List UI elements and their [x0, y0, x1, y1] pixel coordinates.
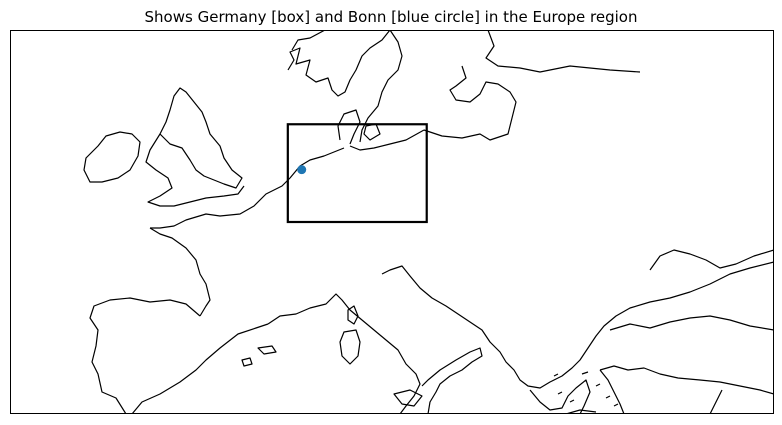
coastline-finland: [485, 30, 641, 73]
coastline-ireland: [83, 131, 141, 183]
coastline-sicily: [393, 389, 423, 407]
coastline-north-sea: [150, 147, 345, 229]
coastline-france-med: [267, 293, 421, 414]
coastline-black-sea: [649, 249, 774, 271]
bonn-marker: [297, 165, 307, 175]
coastline-north-germany: [349, 129, 425, 151]
map-panel[interactable]: [10, 30, 774, 414]
coastline-great-britain: [145, 87, 245, 207]
coastline-corsica: [347, 305, 359, 325]
coastline-balearics: [241, 345, 277, 367]
coastline-atlantic-france: [149, 227, 211, 317]
coastline-greece: [529, 379, 591, 414]
coastline-turkey: [599, 315, 774, 414]
map-title: Shows Germany [box] and Bonn [blue circl…: [144, 8, 638, 26]
coastline-crete: [565, 409, 597, 414]
coastlines: [83, 30, 774, 414]
coastline-iberia: [89, 297, 269, 414]
coastline-aegean-islands: [553, 371, 619, 407]
coastline-baltic: [423, 65, 517, 141]
coastline-norway: [287, 30, 391, 97]
coastline-italy-east: [421, 347, 483, 414]
overlay-layer: [286, 123, 428, 224]
coastline-sardinia: [339, 329, 361, 365]
europe-map[interactable]: [10, 30, 774, 414]
coastline-balkans: [381, 261, 774, 389]
germany-box: [286, 123, 428, 224]
